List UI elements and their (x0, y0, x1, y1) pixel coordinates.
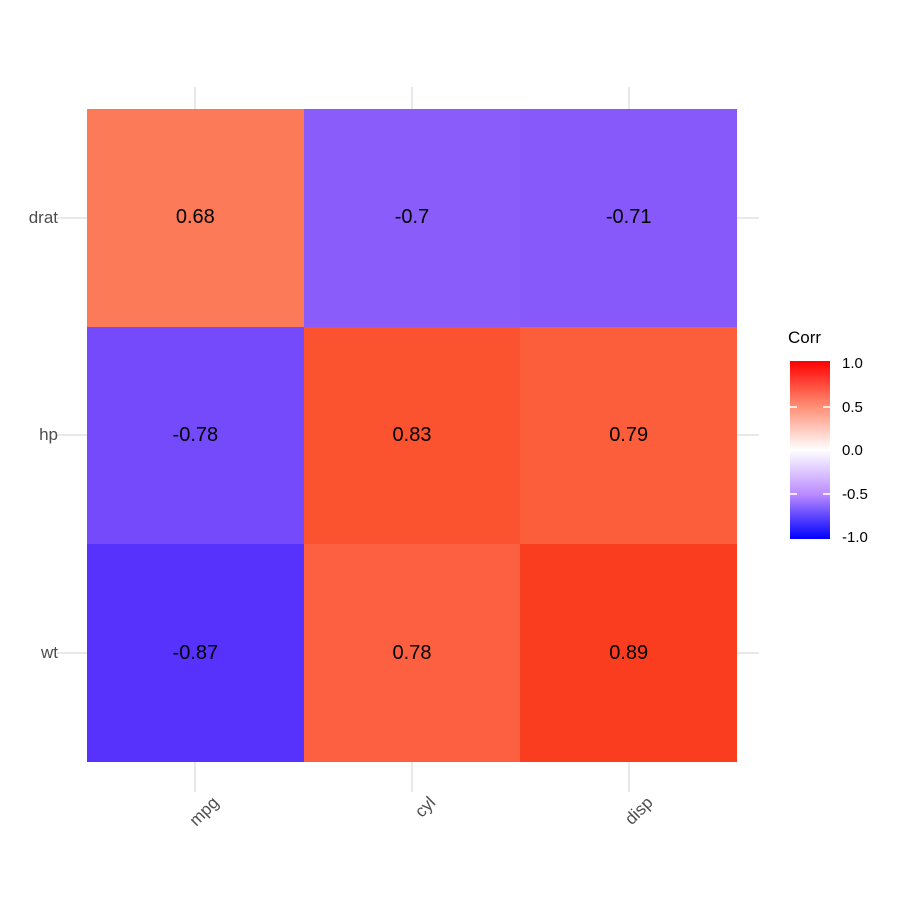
colorbar-gradient (790, 361, 830, 539)
heatmap-cell-wt-disp: 0.89 (520, 544, 737, 762)
gridline (737, 217, 759, 219)
cell-value: 0.79 (609, 423, 649, 446)
legend-tick-label: -0.5 (842, 486, 868, 503)
gridline (411, 87, 413, 109)
colorbar-tick (790, 406, 797, 408)
x-axis-tick (411, 762, 413, 792)
x-axis-tick (194, 762, 196, 792)
heatmap-cell-drat-disp: -0.71 (520, 109, 737, 327)
y-axis-label-hp: hp (39, 425, 58, 444)
x-axis-label-cyl: cyl (411, 793, 440, 822)
heatmap-cell-hp-disp: 0.79 (520, 326, 737, 545)
heatmap-cell-drat-cyl: -0.7 (303, 109, 521, 327)
colorbar-tick (790, 493, 797, 495)
gridline (737, 434, 759, 436)
colorbar-tick (823, 493, 830, 495)
gridline (628, 87, 630, 109)
heatmap-cell-wt-mpg: -0.87 (87, 544, 304, 762)
heatmap-cell-drat-mpg: 0.68 (87, 109, 304, 327)
gridline (194, 87, 196, 109)
cell-value: 0.68 (175, 206, 215, 229)
colorbar-tick (823, 449, 830, 451)
heatmap-cell-wt-cyl: 0.78 (303, 544, 521, 762)
cell-value: -0.71 (605, 206, 652, 229)
y-axis-label-wt: wt (41, 643, 58, 662)
y-axis-label-drat: drat (28, 208, 58, 227)
legend-title: Corr (788, 328, 822, 347)
legend-tick-label: -1.0 (842, 529, 868, 546)
cell-value: -0.87 (172, 641, 219, 664)
heatmap-cell-hp-mpg: -0.78 (87, 326, 304, 545)
colorbar-tick (823, 406, 830, 408)
x-axis-tick (628, 762, 630, 792)
cell-value: 0.83 (392, 423, 432, 446)
cell-value: -0.78 (172, 423, 219, 446)
legend-tick-label: 0.5 (842, 399, 863, 416)
gridline (737, 652, 759, 654)
cell-value: -0.7 (394, 206, 430, 229)
cell-value: 0.78 (392, 641, 432, 664)
y-axis-tick (57, 434, 87, 436)
cell-value: 0.89 (609, 641, 649, 664)
x-axis-label-mpg: mpg (185, 793, 223, 830)
heatmap-cell-hp-cyl: 0.83 (303, 326, 521, 545)
y-axis-tick (57, 217, 87, 219)
x-axis-label-disp: disp (620, 793, 657, 829)
legend-tick-label: 0.0 (842, 442, 863, 459)
y-axis-tick (57, 652, 87, 654)
colorbar-tick (790, 449, 797, 451)
heatmap-grid: 0.68 -0.7 -0.71 -0.78 0.83 0.79 -0.87 0.… (87, 109, 737, 762)
legend-tick-label: 1.0 (842, 355, 863, 372)
